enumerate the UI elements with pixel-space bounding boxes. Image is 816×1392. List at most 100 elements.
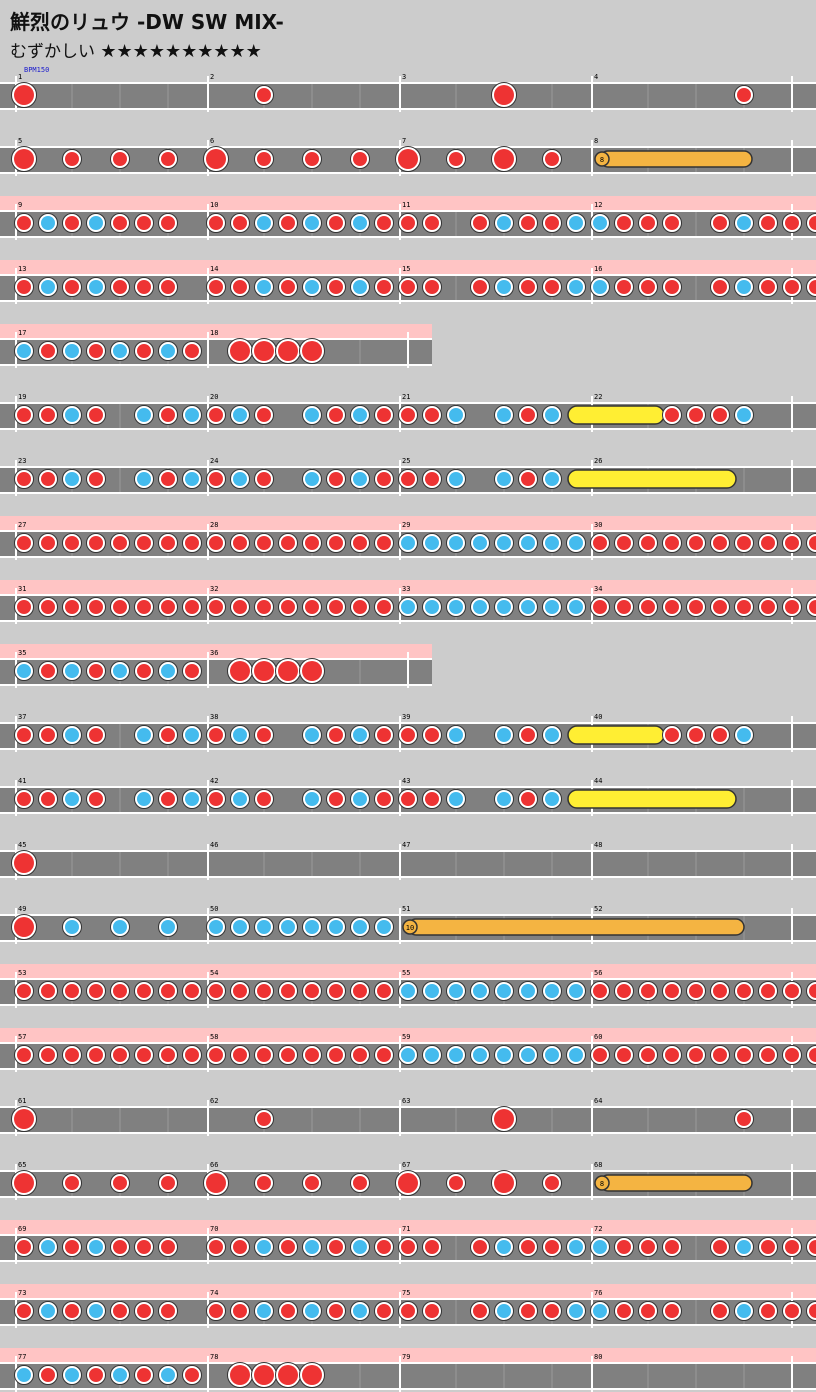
note-lane (0, 1108, 816, 1132)
ka-note (737, 408, 751, 422)
bar-number: 41 (18, 777, 26, 785)
don-note (17, 216, 31, 230)
ka-note (497, 792, 511, 806)
don-note (425, 792, 439, 806)
ka-note (449, 536, 463, 550)
ka-note (185, 792, 199, 806)
don-note (665, 1240, 679, 1254)
don-note (89, 984, 103, 998)
don-note (137, 1048, 151, 1062)
ka-note (545, 472, 559, 486)
bar-number: 20 (210, 393, 218, 401)
gogo-band (0, 516, 816, 532)
ka-note (305, 792, 319, 806)
bar-number: 60 (594, 1033, 602, 1041)
gogo-band (0, 260, 816, 276)
don-note (137, 1304, 151, 1318)
big-don-note (302, 341, 322, 361)
don-note (713, 984, 727, 998)
big-don-note (254, 661, 274, 681)
ka-note (497, 984, 511, 998)
don-note (209, 216, 223, 230)
bar-number: 75 (402, 1289, 410, 1297)
ka-note (305, 728, 319, 742)
don-note (137, 1240, 151, 1254)
big-don-note (230, 661, 250, 681)
ka-note (353, 1240, 367, 1254)
ka-note (137, 728, 151, 742)
ka-note (137, 792, 151, 806)
don-note (377, 408, 391, 422)
don-note (809, 280, 816, 294)
ka-note (545, 536, 559, 550)
ka-note (353, 728, 367, 742)
don-note (65, 984, 79, 998)
bar-number: 47 (402, 841, 410, 849)
ka-note (449, 408, 463, 422)
don-note (41, 1368, 55, 1382)
ka-note (569, 1240, 583, 1254)
gogo-band (0, 1284, 816, 1300)
don-note (209, 1240, 223, 1254)
ka-note (449, 600, 463, 614)
don-note (521, 728, 535, 742)
don-note (65, 1240, 79, 1254)
don-note (425, 408, 439, 422)
bar-number: 7 (402, 137, 406, 145)
bar-number: 70 (210, 1225, 218, 1233)
ka-note (305, 920, 319, 934)
ka-note (17, 344, 31, 358)
ka-note (593, 280, 607, 294)
don-note (377, 472, 391, 486)
gogo-band (0, 1348, 816, 1364)
don-note (713, 600, 727, 614)
big-don-note (14, 1173, 34, 1193)
don-note (353, 152, 367, 166)
ka-note (257, 1240, 271, 1254)
don-note (257, 600, 271, 614)
don-note (425, 728, 439, 742)
don-note (785, 984, 799, 998)
ka-note (257, 920, 271, 934)
ka-note (425, 536, 439, 550)
don-note (353, 1176, 367, 1190)
don-note (161, 536, 175, 550)
bar-number: 49 (18, 905, 26, 913)
don-note (785, 1048, 799, 1062)
bar-number: 80 (594, 1353, 602, 1361)
bar-number: 61 (18, 1097, 26, 1105)
don-note (329, 1240, 343, 1254)
gogo-band (0, 580, 816, 596)
ka-note (65, 920, 79, 934)
bar-number: 3 (402, 73, 406, 81)
ka-note (137, 408, 151, 422)
don-note (137, 536, 151, 550)
don-note (785, 216, 799, 230)
don-note (713, 280, 727, 294)
don-note (137, 280, 151, 294)
don-note (617, 536, 631, 550)
don-note (305, 984, 319, 998)
bar-number: 32 (210, 585, 218, 593)
don-note (65, 280, 79, 294)
ka-note (353, 408, 367, 422)
ka-note (569, 1048, 583, 1062)
don-note (449, 152, 463, 166)
don-note (281, 1048, 295, 1062)
don-note (785, 1304, 799, 1318)
roll-note (567, 725, 665, 745)
don-note (161, 792, 175, 806)
don-note (521, 280, 535, 294)
big-don-note (278, 1365, 298, 1385)
don-note (545, 216, 559, 230)
ka-note (113, 664, 127, 678)
ka-note (65, 408, 79, 422)
note-lane (0, 84, 816, 108)
don-note (257, 1176, 271, 1190)
don-note (329, 408, 343, 422)
don-note (521, 1304, 535, 1318)
don-note (401, 472, 415, 486)
bar-number: 27 (18, 521, 26, 529)
big-don-note (494, 1109, 514, 1129)
don-note (785, 600, 799, 614)
